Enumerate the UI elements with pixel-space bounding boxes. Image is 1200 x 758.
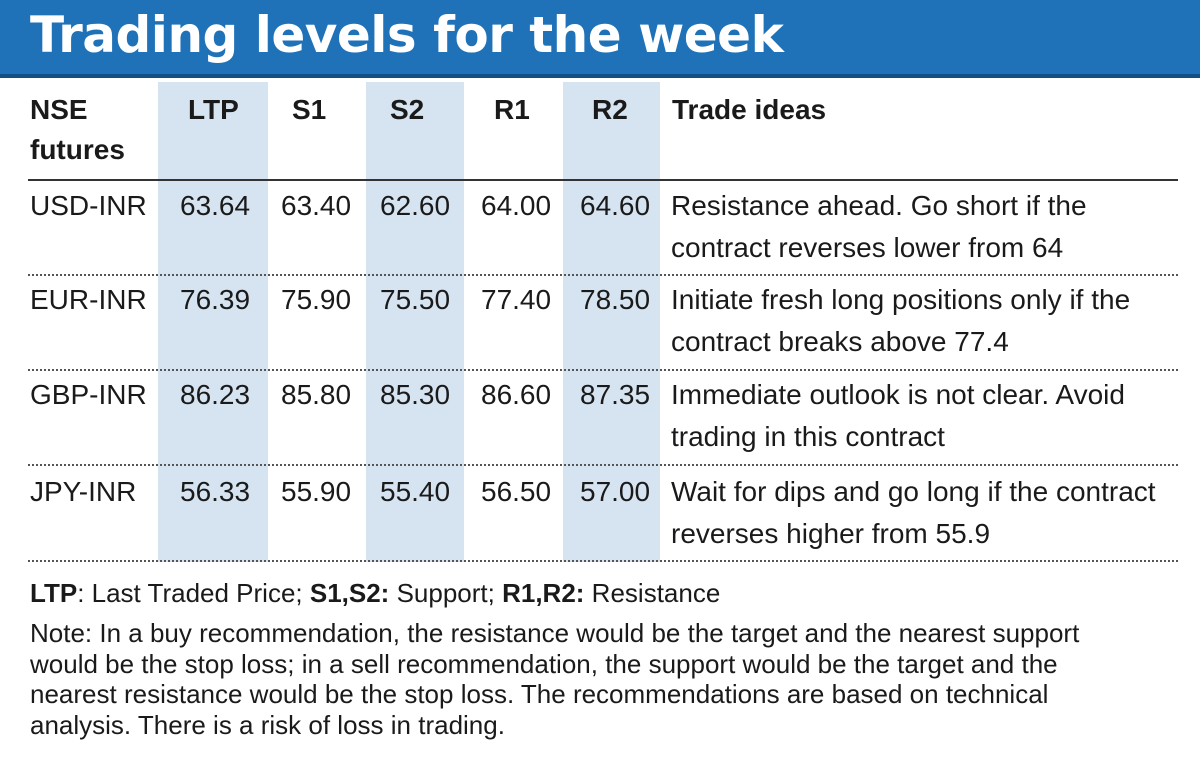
header-s2: S2 bbox=[390, 94, 425, 125]
header-nse: NSE bbox=[30, 94, 88, 125]
row-ltp: 76.39 bbox=[180, 284, 251, 315]
row-contract: GBP-INR bbox=[30, 379, 147, 410]
header-r1: R1 bbox=[494, 94, 530, 125]
row-trade-idea: Wait for dips and go long if the contrac… bbox=[671, 476, 1156, 549]
row-s1: 85.80 bbox=[281, 379, 352, 410]
ltp-column-shade bbox=[158, 82, 268, 562]
trading-levels-table: NSE futures LTP S1 S2 R1 R2 Trade ideas … bbox=[0, 82, 1200, 562]
row-s2: 85.30 bbox=[380, 379, 451, 410]
row-trade-idea: Initiate fresh long positions only if th… bbox=[671, 284, 1131, 357]
row-r2: 78.50 bbox=[580, 284, 651, 315]
header-ltp: LTP bbox=[188, 94, 239, 125]
page-title: Trading levels for the week bbox=[30, 6, 784, 64]
header-s1: S1 bbox=[292, 94, 327, 125]
legend-line: LTP: Last Traded Price; S1,S2: Support; … bbox=[30, 576, 720, 610]
row-contract: JPY-INR bbox=[30, 476, 137, 507]
row-divider bbox=[28, 369, 1178, 371]
row-s1: 63.40 bbox=[281, 190, 352, 221]
legend-resistance-key: R1,R2: bbox=[502, 578, 585, 608]
legend-ltp-text: : Last Traded Price; bbox=[77, 578, 310, 608]
row-contract: USD-INR bbox=[30, 190, 147, 221]
header-futures: futures bbox=[30, 134, 125, 165]
row-s1: 55.90 bbox=[281, 476, 352, 507]
row-divider bbox=[28, 464, 1178, 466]
legend-ltp-key: LTP bbox=[30, 578, 78, 608]
row-trade-idea: Resistance ahead. Go short if the contra… bbox=[671, 190, 1087, 263]
row-s1: 75.90 bbox=[281, 284, 352, 315]
row-ltp: 86.23 bbox=[180, 379, 251, 410]
row-s2: 55.40 bbox=[380, 476, 451, 507]
header-trade-ideas: Trade ideas bbox=[672, 94, 827, 125]
row-r2: 57.00 bbox=[580, 476, 651, 507]
row-r1: 86.60 bbox=[481, 379, 552, 410]
table-bottom-rule bbox=[28, 560, 1178, 562]
legend-support-text: Support; bbox=[389, 578, 503, 608]
row-r2: 64.60 bbox=[580, 190, 651, 221]
row-r1: 56.50 bbox=[481, 476, 552, 507]
s2-column-shade bbox=[366, 82, 464, 562]
row-s2: 75.50 bbox=[380, 284, 451, 315]
row-ltp: 63.64 bbox=[180, 190, 251, 221]
row-contract: EUR-INR bbox=[30, 284, 147, 315]
row-divider bbox=[28, 274, 1178, 276]
row-ltp: 56.33 bbox=[180, 476, 251, 507]
header-r2: R2 bbox=[592, 94, 628, 125]
legend-support-key: S1,S2: bbox=[309, 578, 390, 608]
disclaimer-note: Note: In a buy recommendation, the resis… bbox=[30, 618, 1080, 740]
row-r2: 87.35 bbox=[580, 379, 651, 410]
header-rule bbox=[28, 179, 1178, 181]
row-r1: 77.40 bbox=[481, 284, 552, 315]
row-trade-idea: Immediate outlook is not clear. Avoid tr… bbox=[671, 379, 1125, 452]
r2-column-shade bbox=[563, 82, 660, 562]
row-s2: 62.60 bbox=[380, 190, 451, 221]
row-r1: 64.00 bbox=[481, 190, 552, 221]
legend-resistance-text: Resistance bbox=[584, 578, 721, 608]
title-bar: Trading levels for the week bbox=[0, 0, 1200, 78]
